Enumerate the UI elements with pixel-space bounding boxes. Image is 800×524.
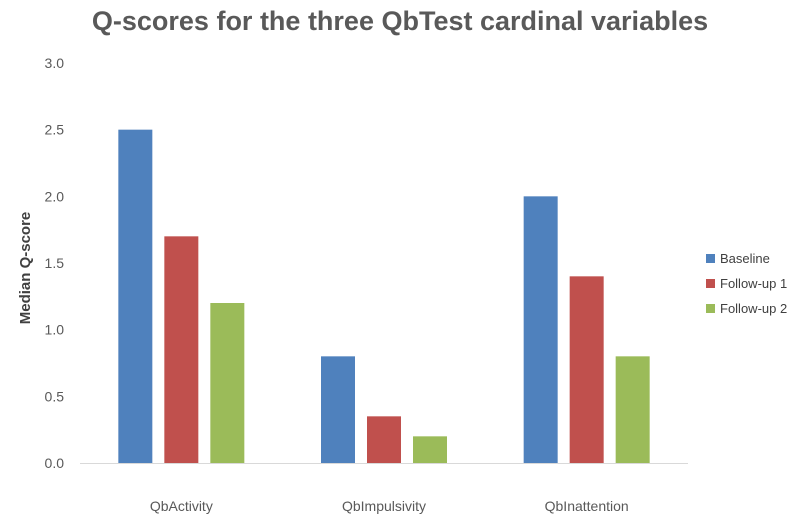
legend-swatch [706,254,715,263]
bar-follow-up-2-qbactivity [210,303,245,463]
y-axis-title: Median Q-score [17,212,34,325]
bar-follow-up-1-qbinattention [569,276,604,463]
x-axis-ticks: QbActivity QbImpulsivity QbInattention [150,498,629,514]
x-tick-label: QbInattention [545,498,629,514]
y-tick-label: 0.0 [45,455,65,471]
bar-follow-up-1-qbimpulsivity [367,416,401,463]
bar-baseline-qbimpulsivity [321,356,355,463]
bar-baseline-qbinattention [523,196,558,464]
y-tick-label: 2.5 [45,122,65,138]
bars [118,129,650,464]
bar-follow-up-1-qbactivity [164,236,199,463]
y-tick-label: 2.0 [45,188,65,204]
legend-label: Follow-up 2 [720,301,787,316]
chart-title: Q-scores for the three QbTest cardinal v… [91,6,709,36]
y-tick-label: 3.0 [45,55,65,71]
bar-follow-up-2-qbinattention [615,356,650,463]
legend-swatch [706,304,715,313]
x-tick-label: QbActivity [150,498,213,514]
x-tick-label: QbImpulsivity [342,498,426,514]
legend-label: Follow-up 1 [720,276,787,291]
bar-follow-up-2-qbimpulsivity [413,436,447,463]
y-axis-ticks: 0.0 0.5 1.0 1.5 2.0 2.5 3.0 [45,55,65,471]
y-tick-label: 1.0 [45,322,65,338]
y-tick-label: 0.5 [45,388,65,404]
y-tick-label: 1.5 [45,255,65,271]
legend-swatch [706,279,715,288]
bar-baseline-qbactivity [118,129,153,463]
legend-label: Baseline [720,251,770,266]
legend: Baseline Follow-up 1 Follow-up 2 [706,251,787,316]
